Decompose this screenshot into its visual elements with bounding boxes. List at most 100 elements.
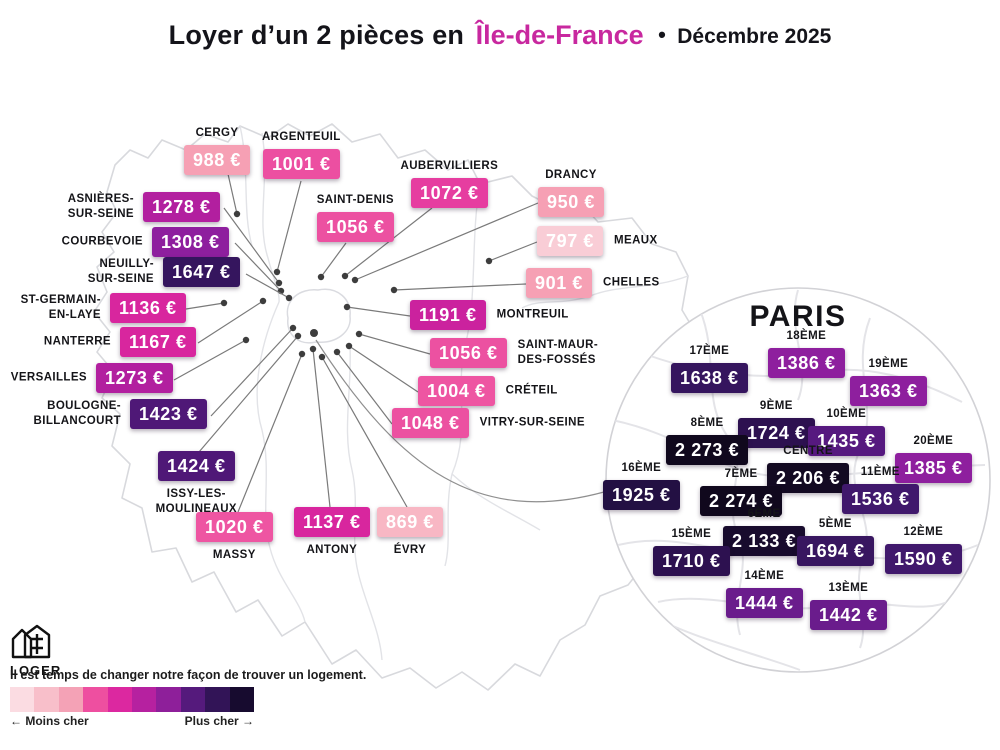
city-badge-meaux: 797 € MEAUX (537, 226, 657, 256)
legend-swatch-2 (34, 687, 59, 712)
district-price: 1710 € (662, 551, 721, 571)
connector-line-argenteuil (276, 180, 302, 273)
connector-line-antony (312, 348, 331, 508)
connector-line-nanterre (197, 300, 264, 344)
district-price: 1536 € (851, 489, 910, 509)
title-highlight: Île-de-France (475, 20, 644, 50)
city-price: 869 € (386, 512, 435, 532)
city-badge-saint-denis: 1056 € SAINT-DENIS (317, 194, 394, 242)
footer-tagline: Il est temps de changer notre façon de t… (10, 668, 367, 682)
city-price: 1072 € (420, 183, 479, 203)
district-badge-8eme: 2 273 € 8ÈME (666, 417, 749, 465)
location-dot-asnieres-sur-seine (275, 279, 283, 287)
city-badge-cergy: 988 € CERGY (184, 127, 251, 175)
city-label-antony: ANTONY (306, 544, 358, 556)
title-date: Décembre 2025 (677, 25, 832, 48)
city-label-versailles: VERSAILLES (10, 371, 87, 384)
connector-line-meaux (488, 241, 538, 262)
connector-line-st-germain-en-laye (185, 302, 225, 310)
city-price: 1308 € (161, 232, 220, 252)
district-label-18eme: 18ÈME (786, 330, 827, 343)
paris-inset-title: PARIS (749, 300, 847, 333)
district-label-centre: CENTRE (783, 445, 833, 458)
legend-swatch-1 (10, 687, 35, 712)
location-dot-saint-maur-des-fosses (355, 330, 363, 338)
city-label-saint-denis: SAINT-DENIS (316, 194, 394, 207)
district-label-15eme: 15ÈME (671, 528, 712, 541)
location-dot-st-germain-en-laye (220, 299, 228, 307)
district-label-9eme: 9ÈME (759, 400, 793, 413)
district-label-19eme: 19ÈME (868, 358, 909, 371)
city-badge-vitry-sur-seine: 1048 € VITRY-SUR-SEINE (392, 408, 585, 438)
city-price: 797 € (546, 231, 595, 251)
city-badge-massy: 1020 € MASSY (196, 512, 273, 561)
city-price: 1191 € (419, 305, 477, 325)
location-dot-saint-denis (317, 273, 325, 281)
city-label-cergy: CERGY (195, 127, 239, 140)
district-price: 1724 € (747, 423, 806, 443)
legend-swatch-7 (156, 687, 181, 712)
legend-less-label: ← Moins cher (10, 714, 89, 728)
city-label-issy-les-moulineaux: ISSY-LES- MOULINEAUX (155, 488, 237, 515)
loger-logo: LOGER (10, 624, 70, 678)
location-dot-evry (318, 353, 326, 361)
district-price: 1442 € (819, 605, 878, 625)
legend-swatch-8 (180, 687, 206, 712)
district-price: 1694 € (806, 541, 865, 561)
location-dot-nanterre (259, 297, 267, 305)
city-badge-drancy: 950 € DRANCY (538, 169, 605, 217)
district-price: 1386 € (777, 353, 836, 373)
price-color-scale (10, 687, 255, 712)
city-price: 1004 € (427, 381, 486, 401)
city-label-creteil: CRÉTEIL (505, 384, 558, 397)
city-badge-nanterre: 1167 € NANTERRE (44, 327, 196, 357)
city-price: 1020 € (205, 517, 264, 537)
district-badge-11eme: 1536 € 11ÈME (842, 466, 919, 514)
city-price: 1424 € (167, 456, 226, 476)
district-price: 1363 € (859, 381, 918, 401)
location-dot-argenteuil (273, 268, 281, 276)
city-price: 950 € (547, 192, 596, 212)
connector-line-drancy (354, 202, 539, 281)
city-price: 1137 € (303, 512, 361, 532)
district-price: 2 273 € (675, 440, 740, 460)
district-price: 1925 € (612, 485, 671, 505)
district-price: 2 274 € (709, 491, 774, 511)
paris-map-outline (286, 288, 351, 344)
city-badge-boulogne-billancourt: 1423 € BOULOGNE- BILLANCOURT (34, 399, 207, 429)
city-price: 1056 € (439, 343, 498, 363)
city-label-st-germain-en-laye: ST-GERMAIN- EN-LAYE (20, 294, 101, 321)
district-label-12eme: 12ÈME (903, 526, 944, 539)
city-label-courbevoie: COURBEVOIE (61, 235, 143, 248)
location-dot-meaux (485, 257, 493, 265)
city-price: 1273 € (105, 368, 164, 388)
connector-line-massy (237, 353, 303, 513)
city-badge-montreuil: 1191 € MONTREUIL (410, 300, 568, 330)
location-dot-chelles (390, 286, 398, 294)
district-badge-centre: 2 206 € CENTRE (767, 445, 850, 493)
location-dot-montreuil (343, 303, 351, 311)
city-badge-asnieres-sur-seine: 1278 € ASNIÈRES- SUR-SEINE (68, 192, 220, 222)
city-price: 1001 € (272, 154, 331, 174)
district-label-8eme: 8ÈME (690, 417, 724, 430)
district-badge-18eme: 1386 € 18ÈME (768, 330, 845, 378)
city-badge-issy-les-moulineaux: 1424 € ISSY-LES- MOULINEAUX (156, 451, 237, 515)
district-label-6eme: 6ÈME (747, 508, 781, 521)
city-label-asnieres-sur-seine: ASNIÈRES- SUR-SEINE (67, 193, 134, 220)
district-label-5eme: 5ÈME (818, 518, 852, 531)
connector-line-versailles (173, 339, 247, 381)
district-badge-17eme: 1638 € 17ÈME (671, 345, 748, 393)
legend-more-label: Plus cher → (184, 714, 254, 728)
region-outline (93, 123, 707, 691)
city-badge-courbevoie: 1308 € COURBEVOIE (62, 227, 229, 257)
connector-line-cergy (227, 173, 238, 215)
title-bullet: • (658, 22, 666, 47)
district-label-20eme: 20ÈME (913, 435, 954, 448)
district-badge-14eme: 1444 € 14ÈME (726, 570, 803, 618)
location-dot-antony (309, 345, 317, 353)
district-price: 1638 € (680, 368, 739, 388)
connector-line-aubervilliers (344, 207, 433, 277)
connector-line-boulogne-billancourt (210, 327, 294, 417)
connector-line-vitry-sur-seine (336, 351, 393, 425)
city-price: 988 € (193, 150, 242, 170)
